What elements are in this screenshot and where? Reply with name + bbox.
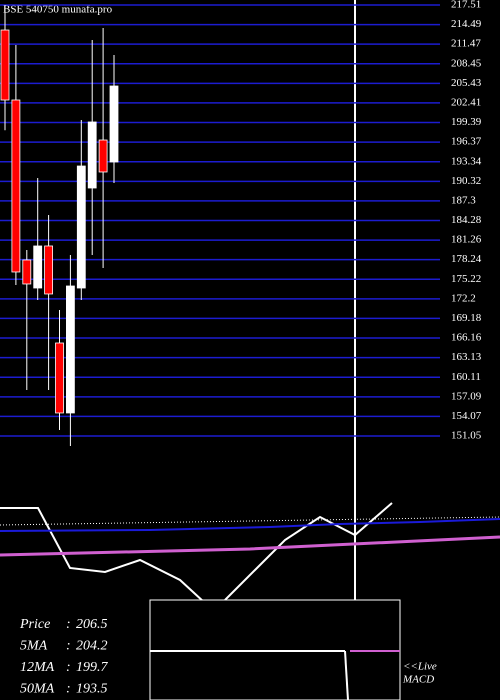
y-tick-label: 208.45 <box>451 57 482 69</box>
y-tick-label: 175.22 <box>451 273 481 285</box>
candle-body <box>0 29 10 101</box>
y-tick-label: 187.3 <box>451 194 476 206</box>
magenta-ma-line <box>0 535 500 557</box>
candle-body <box>87 121 97 189</box>
y-tick-label: 199.39 <box>451 116 482 128</box>
y-tick-label: 172.2 <box>451 292 476 304</box>
y-tick-label: 157.09 <box>451 390 482 402</box>
y-tick-label: 193.34 <box>451 155 482 167</box>
y-tick-label: 196.37 <box>451 136 482 148</box>
y-tick-label: 202.41 <box>451 96 481 108</box>
y-tick-label: 211.47 <box>451 38 481 50</box>
y-tick-label: 214.49 <box>451 18 482 30</box>
y-tick-label: 160.11 <box>451 371 481 383</box>
chart-title: BSE 540750 munafa.pro <box>3 4 113 16</box>
candle-body <box>76 165 86 289</box>
y-tick-label: 169.18 <box>451 312 482 324</box>
stat-label: Price <box>19 617 50 632</box>
y-tick-label: 217.51 <box>451 0 481 11</box>
indicator-line <box>224 502 393 601</box>
y-tick-label: 166.16 <box>451 332 482 344</box>
y-tick-label: 154.07 <box>451 410 482 422</box>
stat-value: 193.5 <box>76 682 108 697</box>
y-tick-label: 184.28 <box>451 214 482 226</box>
y-tick-label: 178.24 <box>451 253 482 265</box>
stat-label: 5MA <box>20 639 48 654</box>
candle-body <box>11 99 21 273</box>
y-tick-label: 151.05 <box>451 430 482 442</box>
stat-value: 199.7 <box>76 660 109 675</box>
indicator-line <box>0 507 206 604</box>
stat-label: 12MA <box>20 660 55 675</box>
stat-separator: : <box>66 639 71 654</box>
y-tick-label: 190.32 <box>451 175 481 187</box>
stat-value: 204.2 <box>76 639 108 654</box>
blue-ma-line <box>0 518 500 532</box>
live-label: <<Live <box>403 661 437 673</box>
stat-separator: : <box>66 682 71 697</box>
stat-separator: : <box>66 660 71 675</box>
y-tick-label: 205.43 <box>451 77 482 89</box>
candle-body <box>66 285 75 414</box>
candle-body <box>33 245 43 289</box>
y-tick-label: 181.26 <box>451 234 482 246</box>
stat-label: 50MA <box>20 682 55 697</box>
stat-value: 206.5 <box>76 617 108 632</box>
candle-body <box>109 85 119 163</box>
indicator-label: MACD <box>402 674 434 686</box>
candle-body <box>44 245 53 295</box>
candle-body <box>98 139 108 173</box>
y-tick-label: 163.13 <box>451 351 482 363</box>
candle-body <box>22 259 32 285</box>
macd-line <box>344 650 349 700</box>
candle-body <box>55 342 64 414</box>
stat-separator: : <box>66 617 71 632</box>
